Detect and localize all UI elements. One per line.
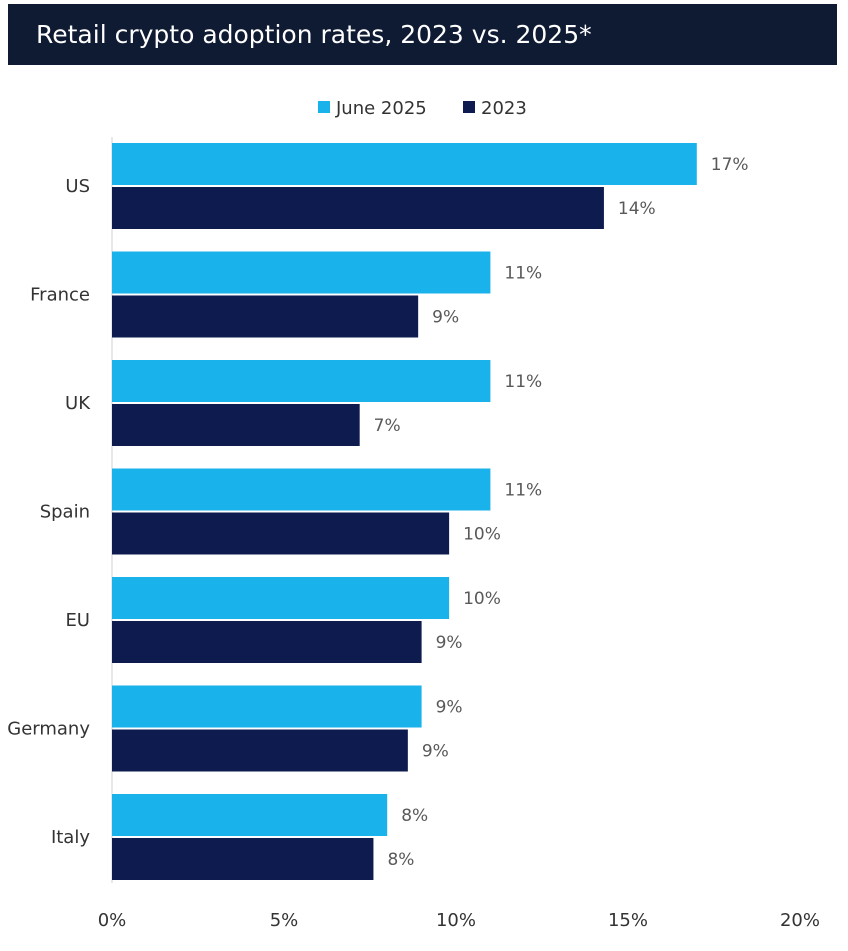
x-tick-label-20: 20% xyxy=(780,910,820,931)
category-label-eu: EU xyxy=(65,610,90,631)
bar-france-june-2025 xyxy=(112,251,491,294)
bar-germany-june-2025 xyxy=(112,685,422,728)
x-tick-label-15: 15% xyxy=(608,910,648,931)
data-label-france-2023: 9% xyxy=(432,308,459,328)
x-tick-label-10: 10% xyxy=(436,910,476,931)
bar-france-2023 xyxy=(112,295,419,338)
legend-label-2023: 2023 xyxy=(481,98,527,119)
legend-swatch-june-2025 xyxy=(318,101,330,113)
data-label-us-2023: 14% xyxy=(618,199,656,219)
data-label-italy-june-2025: 8% xyxy=(401,806,428,826)
bar-italy-june-2025 xyxy=(112,794,388,836)
data-label-uk-june-2025: 11% xyxy=(504,372,542,392)
data-label-eu-june-2025: 10% xyxy=(463,589,501,609)
bar-spain-june-2025 xyxy=(112,468,491,511)
category-label-italy: Italy xyxy=(51,827,90,848)
bar-uk-2023 xyxy=(112,404,360,446)
data-label-germany-2023: 9% xyxy=(422,742,449,762)
data-label-germany-june-2025: 9% xyxy=(436,698,463,718)
legend-swatch-2023 xyxy=(463,101,475,113)
bar-eu-2023 xyxy=(112,621,422,663)
data-label-us-june-2025: 17% xyxy=(711,155,749,175)
data-label-italy-2023: 8% xyxy=(387,850,414,870)
bar-eu-june-2025 xyxy=(112,577,450,619)
category-label-uk: UK xyxy=(65,393,91,414)
chart-title: Retail crypto adoption rates, 2023 vs. 2… xyxy=(8,4,837,65)
data-label-spain-june-2025: 11% xyxy=(504,481,542,501)
bar-us-2023 xyxy=(112,187,604,229)
category-label-germany: Germany xyxy=(7,719,90,740)
x-tick-label-5: 5% xyxy=(270,910,299,931)
category-label-spain: Spain xyxy=(40,502,90,523)
bar-germany-2023 xyxy=(112,729,408,772)
data-label-eu-2023: 9% xyxy=(436,633,463,653)
data-label-spain-2023: 10% xyxy=(463,525,501,545)
x-tick-label-0: 0% xyxy=(98,910,127,931)
category-label-france: France xyxy=(30,285,90,306)
legend: June 2025 2023 xyxy=(318,98,527,119)
data-label-france-june-2025: 11% xyxy=(504,264,542,284)
bar-us-june-2025 xyxy=(112,143,697,185)
bar-spain-2023 xyxy=(112,512,450,555)
data-label-uk-2023: 7% xyxy=(374,416,401,436)
bar-uk-june-2025 xyxy=(112,360,491,402)
bar-italy-2023 xyxy=(112,838,374,880)
legend-label-june-2025: June 2025 xyxy=(335,98,427,119)
category-label-us: US xyxy=(65,176,90,197)
